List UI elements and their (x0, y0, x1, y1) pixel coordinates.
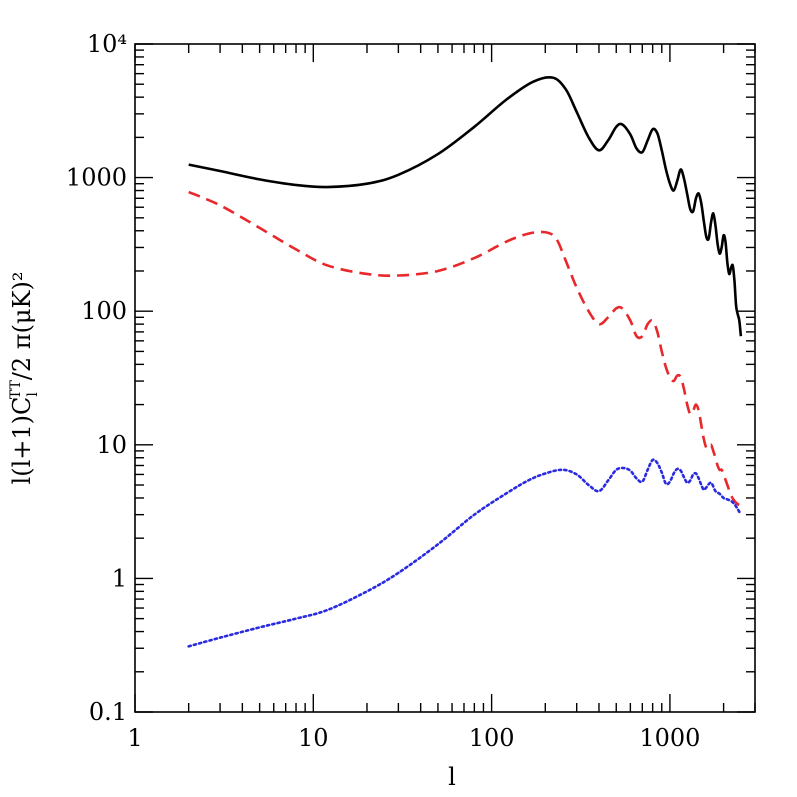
y-tick-label: 100 (81, 297, 127, 325)
y-axis-label-main: l(l+1)C (8, 397, 36, 485)
series-layer (187, 75, 743, 648)
axis-ticks (134, 43, 756, 713)
y-axis-label-subscript: l (25, 392, 41, 397)
y-axis-label-tail: /2 π(μK)² (8, 272, 36, 381)
plot-frame (134, 43, 756, 713)
y-tick-label: 10 (96, 431, 127, 459)
y-tick-label: 0.1 (89, 698, 127, 726)
x-tick-label: 100 (469, 724, 515, 752)
x-axis-label: l (448, 763, 456, 791)
solid-series-line (188, 75, 743, 337)
y-axis-label-superscript: TT (8, 380, 24, 400)
x-tick-labels: 1 10 100 1000 (127, 724, 700, 752)
y-tick-label: 10⁴ (87, 30, 127, 58)
y-tick-label: 1000 (66, 164, 127, 192)
y-tick-label: 1 (112, 564, 127, 592)
dashed-series-line (188, 190, 742, 507)
x-tick-label: 1 (127, 724, 142, 752)
y-tick-labels: 0.1 1 10 100 1000 10⁴ (66, 30, 127, 726)
x-tick-label: 10 (298, 724, 329, 752)
x-tick-label: 1000 (639, 724, 700, 752)
y-axis-label: l(l+1)ClTT/2 π(μK)² (8, 272, 41, 485)
dotted-series-line (187, 458, 743, 648)
